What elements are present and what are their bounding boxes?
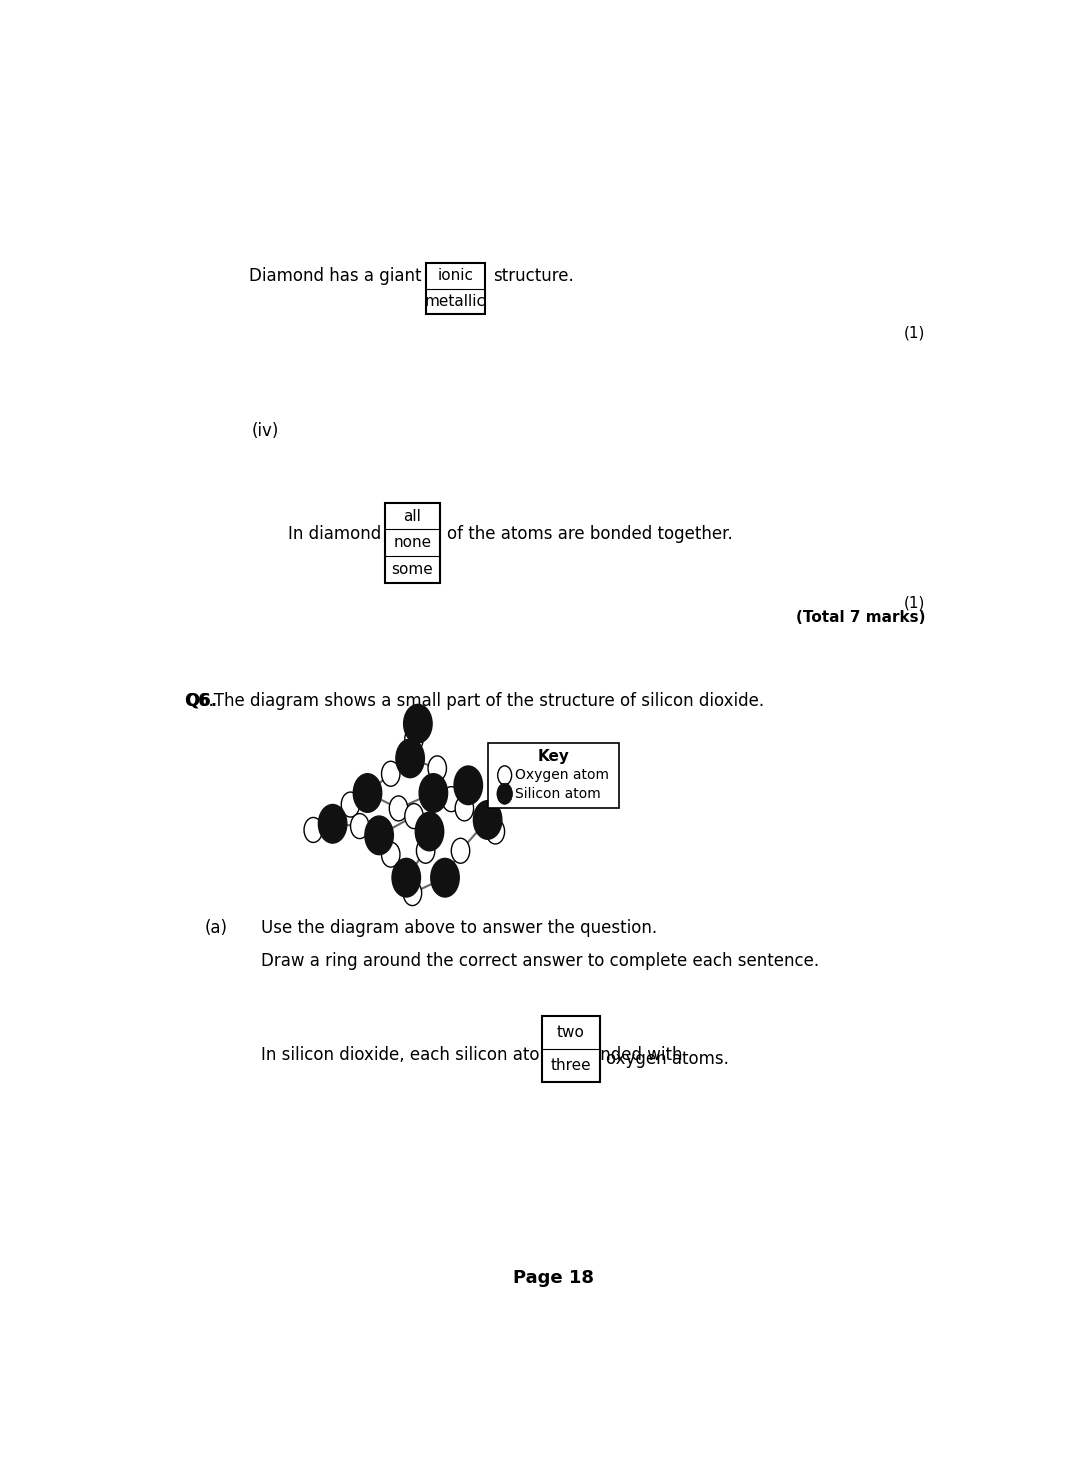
Text: metallic: metallic [424,294,486,308]
Text: Q6.The diagram shows a small part of the structure of silicon dioxide.: Q6.The diagram shows a small part of the… [186,692,765,709]
Text: Oxygen atom: Oxygen atom [515,768,609,782]
Bar [542,1016,600,1081]
Text: of the atoms are bonded together.: of the atoms are bonded together. [447,525,733,543]
Circle shape [353,774,381,813]
Text: Draw a ring around the correct answer to complete each sentence.: Draw a ring around the correct answer to… [261,951,820,971]
Circle shape [417,838,435,863]
Text: oxygen atoms.: oxygen atoms. [606,1050,729,1068]
Circle shape [431,858,459,897]
Bar [488,743,619,808]
Circle shape [454,766,483,804]
Circle shape [405,804,423,829]
Circle shape [405,727,423,752]
Circle shape [351,814,369,839]
Text: In silicon dioxide, each silicon atom is bonded with: In silicon dioxide, each silicon atom is… [261,1046,683,1063]
Text: Key: Key [538,749,569,764]
Circle shape [428,755,446,780]
Circle shape [392,858,420,897]
Text: (iv): (iv) [252,422,279,440]
Text: some: some [392,562,433,577]
Text: In diamond: In diamond [288,525,381,543]
Bar [386,503,440,583]
Text: three: three [551,1058,591,1072]
Text: Use the diagram above to answer the question.: Use the diagram above to answer the ques… [261,919,658,937]
Circle shape [486,819,504,844]
Circle shape [442,786,460,811]
Text: (1): (1) [904,596,926,611]
Circle shape [396,739,424,777]
Circle shape [497,783,512,804]
Circle shape [341,792,360,817]
Circle shape [365,816,393,854]
Circle shape [305,817,323,842]
Text: all: all [404,509,421,524]
Text: two: two [557,1025,585,1040]
Text: (Total 7 marks): (Total 7 marks) [796,611,926,625]
Circle shape [381,761,400,786]
Text: (a): (a) [205,919,228,937]
Text: structure.: structure. [494,267,573,285]
Circle shape [404,705,432,743]
Circle shape [319,804,347,844]
Circle shape [381,842,400,867]
Circle shape [389,796,408,822]
Circle shape [419,774,447,813]
Text: none: none [393,535,432,550]
Circle shape [498,766,512,785]
Bar [426,263,485,314]
Circle shape [451,838,470,863]
Circle shape [403,881,421,906]
Text: ionic: ionic [437,268,473,283]
Text: Silicon atom: Silicon atom [515,786,600,801]
Circle shape [416,813,444,851]
Circle shape [455,796,474,822]
Text: Q6.: Q6. [186,692,217,709]
Text: (1): (1) [904,324,926,341]
Circle shape [473,801,502,839]
Text: Page 18: Page 18 [513,1268,594,1288]
Text: Diamond has a giant: Diamond has a giant [249,267,422,285]
